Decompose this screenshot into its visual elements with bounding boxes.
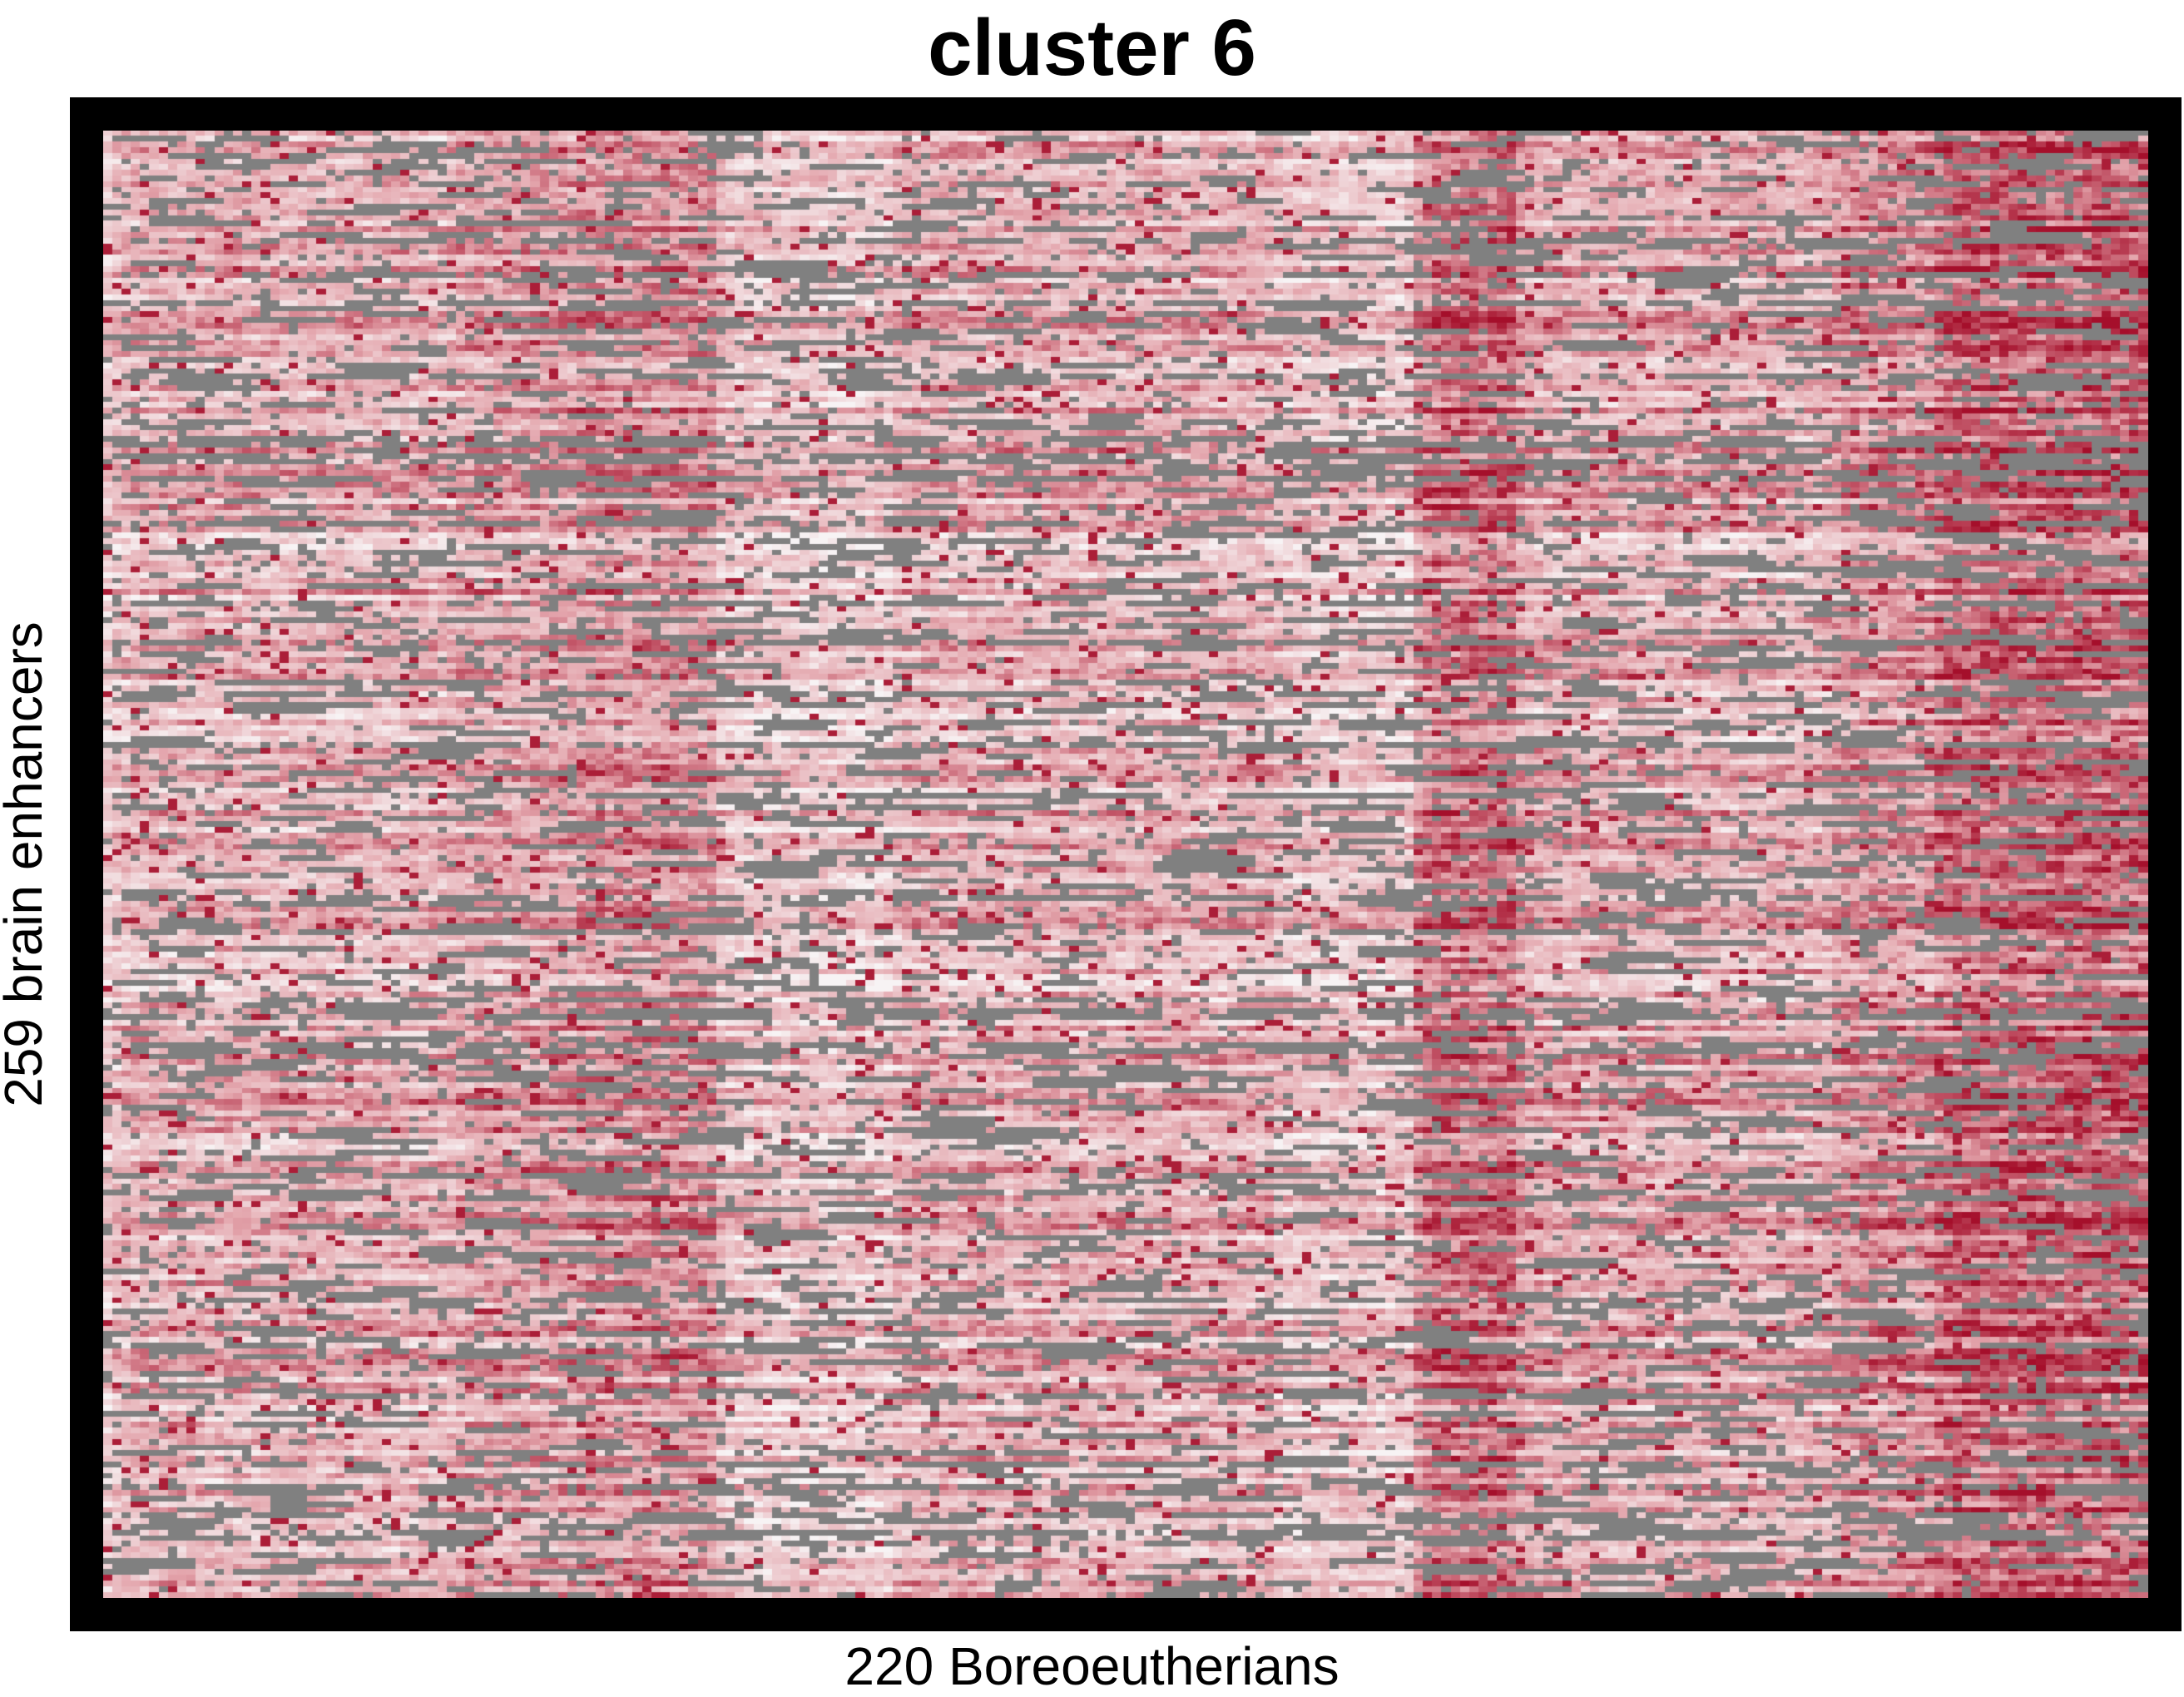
x-axis-label: 220 Boreoeutherians [844, 1636, 1340, 1696]
heatmap-cells [103, 131, 2148, 1598]
chart-title: cluster 6 [928, 3, 1256, 92]
y-axis-label: 259 brain enhancers [0, 621, 53, 1107]
